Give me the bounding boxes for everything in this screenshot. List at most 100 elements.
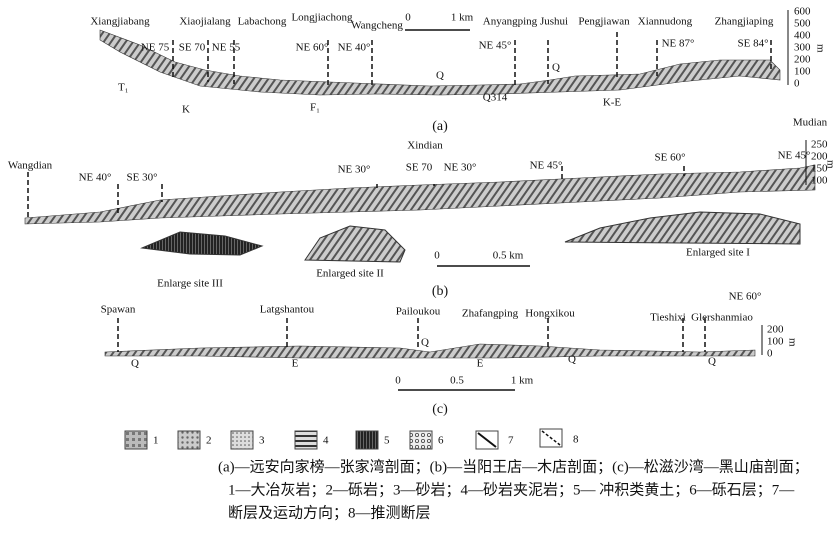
scale-label: 0 (405, 12, 411, 24)
place: Spawan (101, 304, 136, 316)
legend-label: 8 (573, 434, 579, 446)
faults (118, 318, 705, 352)
place: Xindian (407, 140, 443, 152)
axis-label: 200 (794, 54, 811, 66)
terrain (105, 344, 755, 358)
legend-swatch (410, 431, 432, 449)
legend-swatch (178, 431, 200, 449)
site-label: Enlarged site II (316, 268, 384, 280)
legend-swatch (356, 431, 378, 449)
legend-swatch (231, 431, 253, 449)
section-label: (c) (432, 402, 448, 417)
axis-unit: m (786, 338, 798, 347)
fault-label: SE 70 (406, 162, 433, 174)
legend-swatch (295, 431, 317, 449)
place: Jushui (540, 16, 568, 28)
caption: (a)—远安向家榜—张家湾剖面；(b)—当阳王店—木店剖面；(c)—松滋沙湾—黑… (218, 458, 809, 475)
legend-label: 4 (323, 435, 329, 447)
stratum: T₁ (118, 82, 129, 94)
stratum: K-E (603, 97, 622, 109)
place: Zhafangping (462, 308, 519, 320)
place: Latgshantou (260, 304, 315, 316)
section-label: (b) (432, 284, 449, 299)
scale-label: 0 (434, 250, 440, 262)
section-b: Wangdian Xindian Mudian NE 40° SE 30° NE… (8, 117, 836, 300)
caption: 断层及运动方向；8—推测断层 (228, 504, 431, 521)
axis-label: 500 (794, 18, 811, 30)
site-label: Enlarged site I (686, 247, 750, 259)
stratum: Q (568, 354, 576, 366)
place: Longjiachong (291, 12, 353, 24)
legend-label: 5 (384, 435, 390, 447)
fault-label: NE 30° (338, 164, 371, 176)
scale-label: 1 km (511, 375, 534, 387)
stratum: K (182, 104, 190, 116)
section-a: Xiangjiabang Xiaojialang Labachong Longj… (90, 6, 826, 135)
fault-label: NE 60° (296, 42, 329, 54)
axis-label: 100 (794, 66, 811, 78)
place: Pailoukou (396, 306, 441, 318)
stratum: E (477, 358, 484, 370)
fault-label: SE 84° (738, 38, 769, 50)
fault-label: NE 45° (479, 40, 512, 52)
fault-label: NE 60° (729, 291, 762, 303)
fault-label: NE 40° (79, 172, 112, 184)
place: Tieshixi (650, 312, 686, 324)
fault-label: NE 45° (530, 160, 563, 172)
scale-label: 0.5 (450, 375, 464, 387)
caption: 1—大冶灰岩；2—砾岩；3—砂岩；4—砂岩夹泥岩；5— 冲积类黄土；6—砾石层；… (228, 481, 795, 498)
legend: 1 2 3 4 5 6 7 8 (125, 429, 579, 449)
site-label: Enlarge site III (157, 278, 223, 290)
axis-label: 100 (811, 175, 828, 187)
place: Labachong (238, 16, 287, 28)
axis-unit: m (814, 44, 826, 53)
place: Glershanmiao (691, 312, 753, 324)
place: Wangcheng (351, 20, 403, 32)
axis-label: 400 (794, 30, 811, 42)
place: Xiangjiabang (90, 16, 150, 28)
legend-label: 2 (206, 435, 212, 447)
enlarged-site (565, 212, 800, 244)
fault-label: NE 30° (444, 162, 477, 174)
scale-label: 0 (395, 375, 401, 387)
legend-label: 6 (438, 435, 444, 447)
legend-label: 1 (153, 435, 159, 447)
stratum: Q (436, 70, 444, 82)
fault-label: NE 75 (141, 42, 170, 54)
legend-label: 3 (259, 435, 265, 447)
section-c: Spawan Latgshantou Pailoukou Zhafangping… (101, 291, 799, 418)
place: Mudian (793, 117, 828, 129)
legend-swatch (125, 431, 147, 449)
axis-label: 0 (767, 348, 773, 360)
fault-label: NE 87° (662, 38, 695, 50)
legend-label: 7 (508, 435, 514, 447)
fault-label: SE 60° (655, 152, 686, 164)
axis-label: 250 (811, 139, 828, 151)
enlarged-site (142, 232, 262, 255)
fault-label: NE 55 (212, 42, 241, 54)
place: Zhangjiaping (715, 16, 774, 28)
scale-label: 0.5 km (493, 250, 524, 262)
enlarged-site (305, 226, 405, 262)
figure: Xiangjiabang Xiaojialang Labachong Longj… (0, 0, 836, 540)
place: Xiaojialang (179, 16, 231, 28)
section-label: (a) (432, 119, 448, 134)
fault-label: NE 40° (338, 42, 371, 54)
axis-unit: m (824, 160, 836, 169)
axis-label: 300 (794, 42, 811, 54)
stratum: Q (131, 358, 139, 370)
axis-label: 0 (794, 78, 800, 90)
stratum: Q314 (483, 92, 508, 104)
fault-label: NE 45° (778, 150, 811, 162)
stratum: Q (552, 62, 560, 74)
axis-label: 100 (767, 336, 784, 348)
fault-label: SE 70 (179, 42, 206, 54)
axis-label: 600 (794, 6, 811, 18)
stratum: F₁ (310, 102, 320, 114)
stratum: E (292, 358, 299, 370)
place: Anyangping (483, 16, 538, 28)
place: Hongxikou (525, 308, 575, 320)
fault-label: SE 30° (127, 172, 158, 184)
place: Xiannudong (638, 16, 693, 28)
scale-label: 1 km (451, 12, 474, 24)
